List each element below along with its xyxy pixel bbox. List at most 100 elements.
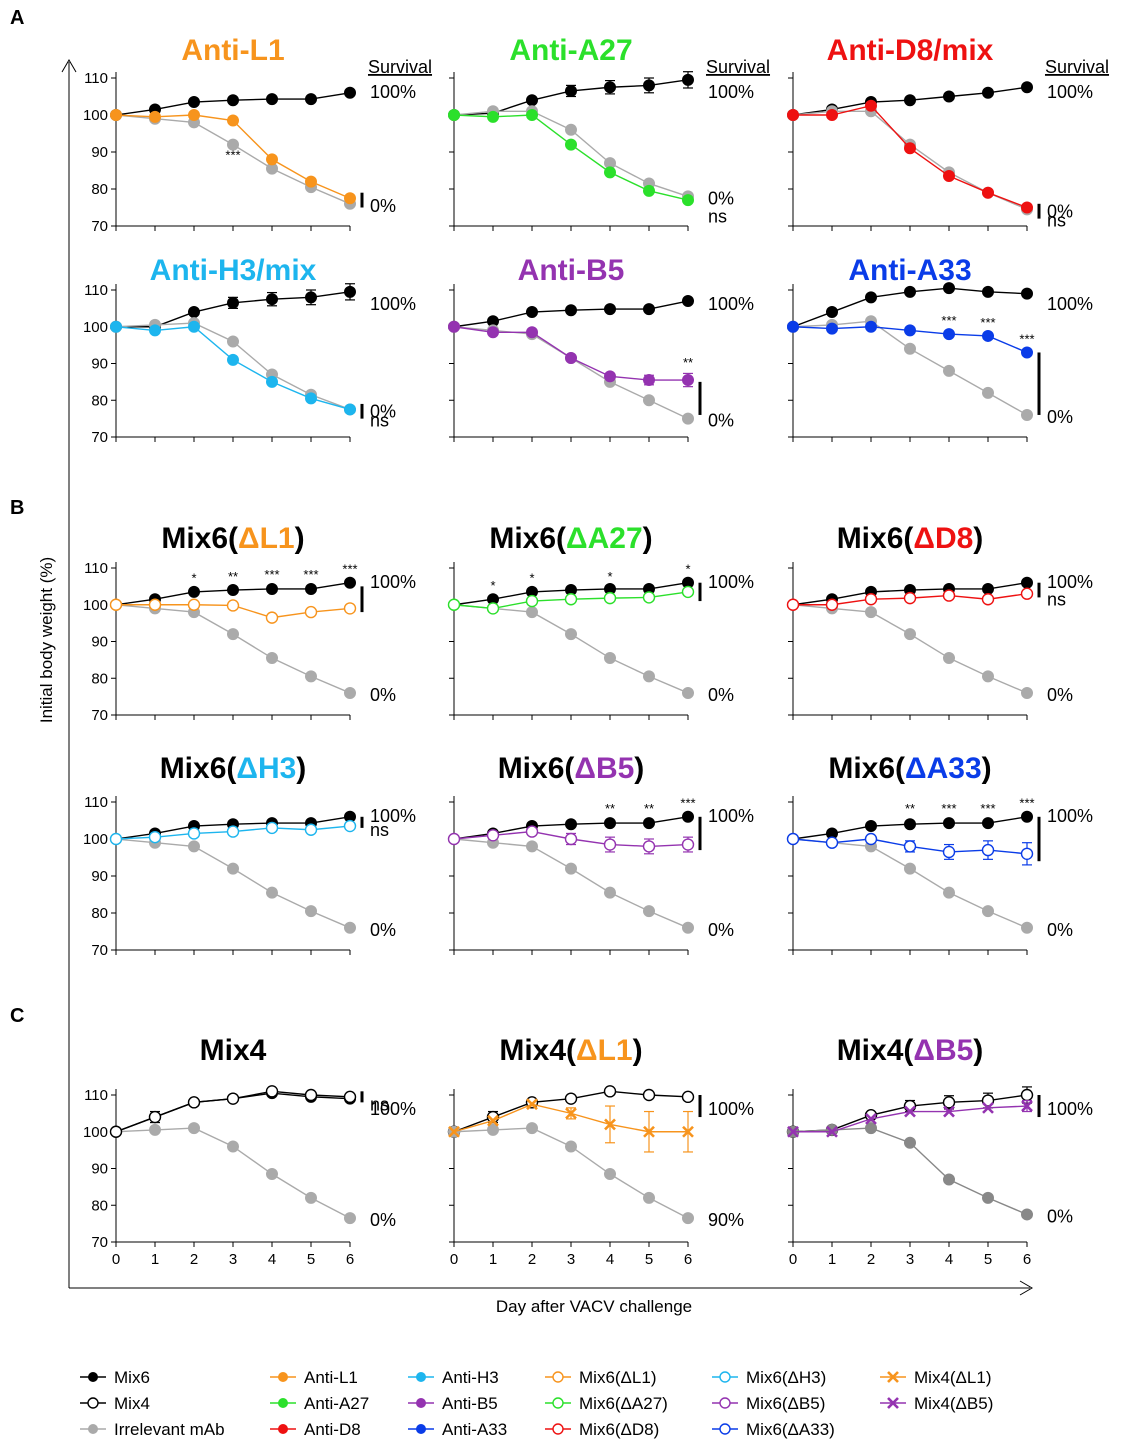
legend-item: Mix6(ΔA27) [545,1394,668,1413]
data-point [981,1094,995,1107]
data-point [865,1112,877,1125]
series-2 [787,1099,1033,1138]
chart-title-part: ) [973,1034,983,1067]
series-2 [447,585,695,615]
data-point [643,1191,655,1204]
data-point [188,1122,200,1135]
data-point [643,905,655,918]
data-point [682,412,694,425]
survival-bottom-label: 0% [1047,1206,1073,1226]
legend-label: Mix6(ΔH3) [746,1368,826,1387]
data-point [226,1092,240,1105]
data-point [565,304,577,317]
y-tick-label: 110 [84,1087,108,1104]
data-point [564,593,578,606]
data-point [682,374,694,387]
data-point [681,838,695,851]
data-point [487,326,499,339]
y-tick-label: 70 [91,942,108,959]
data-point [787,109,799,121]
data-point [265,1085,279,1098]
series-2 [786,832,1034,866]
data-point [526,1098,538,1111]
data-point [1021,1100,1033,1112]
data-point [565,1140,577,1153]
legend-item: Anti-L1 [270,1368,358,1387]
x-tick-label: 1 [151,1251,159,1268]
data-point [305,905,317,918]
survival-bottom-label: 90% [708,1210,744,1230]
significance-star: *** [303,567,318,582]
data-point [305,670,317,683]
significance-star: * [685,562,690,577]
legend-marker [719,1423,731,1435]
data-point [188,109,200,121]
significance-star: *** [342,562,357,577]
y-tick-label: 100 [83,107,108,124]
chart-panel-8: Mix6(ΔD8) 100% 0% ns [786,522,1093,720]
ns-label: ns [370,411,389,431]
chart-title: Anti-D8/mix [827,34,994,67]
data-point [148,1110,162,1124]
chart-panel-7: Mix6(ΔA27) * * * * 100% 0% [447,522,754,720]
chart-panel-3: Anti-H3/mix 70 80 90 100 110 100% 0%ns [83,254,416,446]
y-tick-label: 80 [91,392,108,409]
data-point [1020,1088,1034,1102]
ns-label: ns [370,1094,389,1114]
legend-item: Anti-B5 [408,1394,498,1413]
legend-marker [278,1424,288,1434]
survival-header: Survival [368,57,432,77]
data-point [982,386,994,399]
chart-panel-14: Mix4(ΔB5) 0 1 2 3 4 5 6 100% 0% [786,1034,1093,1268]
significance-star: ** [228,569,238,584]
legend-marker [88,1372,98,1382]
survival-top-label: 100% [370,1099,416,1119]
data-point [187,827,201,840]
data-point [448,1125,460,1138]
data-point [682,1212,694,1225]
chart-panel-5: Anti-A33 *** *** *** 100% 0% [787,254,1093,442]
data-point [565,628,577,641]
legend-marker [719,1397,731,1409]
data-point [681,585,695,599]
x-tick-label: 5 [984,1251,992,1268]
y-tick-label: 70 [91,429,108,446]
x-tick-label: 6 [1023,1251,1031,1268]
data-point [942,845,956,859]
legend-label: Anti-A27 [304,1394,369,1413]
data-point [564,832,578,846]
data-point [227,114,239,127]
y-tick-label: 80 [91,670,108,687]
chart-title-part: ) [982,752,992,785]
legend-marker [278,1398,288,1408]
series-2 [787,99,1033,214]
chart-title-part: Mix6( [828,752,905,785]
y-tick-label: 70 [91,707,108,724]
legend-label: Anti-H3 [442,1368,499,1387]
x-tick-label: 6 [346,1251,354,1268]
data-point [943,90,955,103]
y-tick-label: 100 [83,319,108,336]
data-point [982,186,994,199]
data-point [942,589,956,602]
data-point [226,825,240,838]
data-point [565,123,577,136]
data-point [1021,81,1033,94]
data-point [604,652,616,665]
data-point [109,832,123,846]
y-tick-label: 90 [91,868,108,885]
survival-top-label: 100% [1047,806,1093,826]
survival-bottom-label: 0% [1047,920,1073,940]
y-tick-label: 70 [91,1234,108,1251]
legend-marker [552,1371,564,1383]
data-point [486,829,500,842]
data-point [865,99,877,112]
significance-star: ** [683,355,693,370]
data-point [266,652,278,665]
chart-title-part: ) [973,522,983,555]
chart-title-part: ΔL1 [576,1034,633,1067]
legend-marker [887,1397,899,1409]
panel-letter-c: C [10,1005,24,1027]
chart-title: Mix6(ΔL1) [161,522,304,555]
